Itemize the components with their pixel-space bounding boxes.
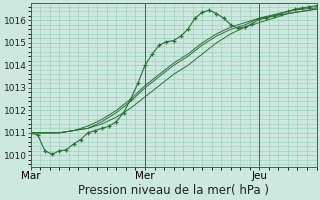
X-axis label: Pression niveau de la mer( hPa ): Pression niveau de la mer( hPa ) — [78, 184, 269, 197]
